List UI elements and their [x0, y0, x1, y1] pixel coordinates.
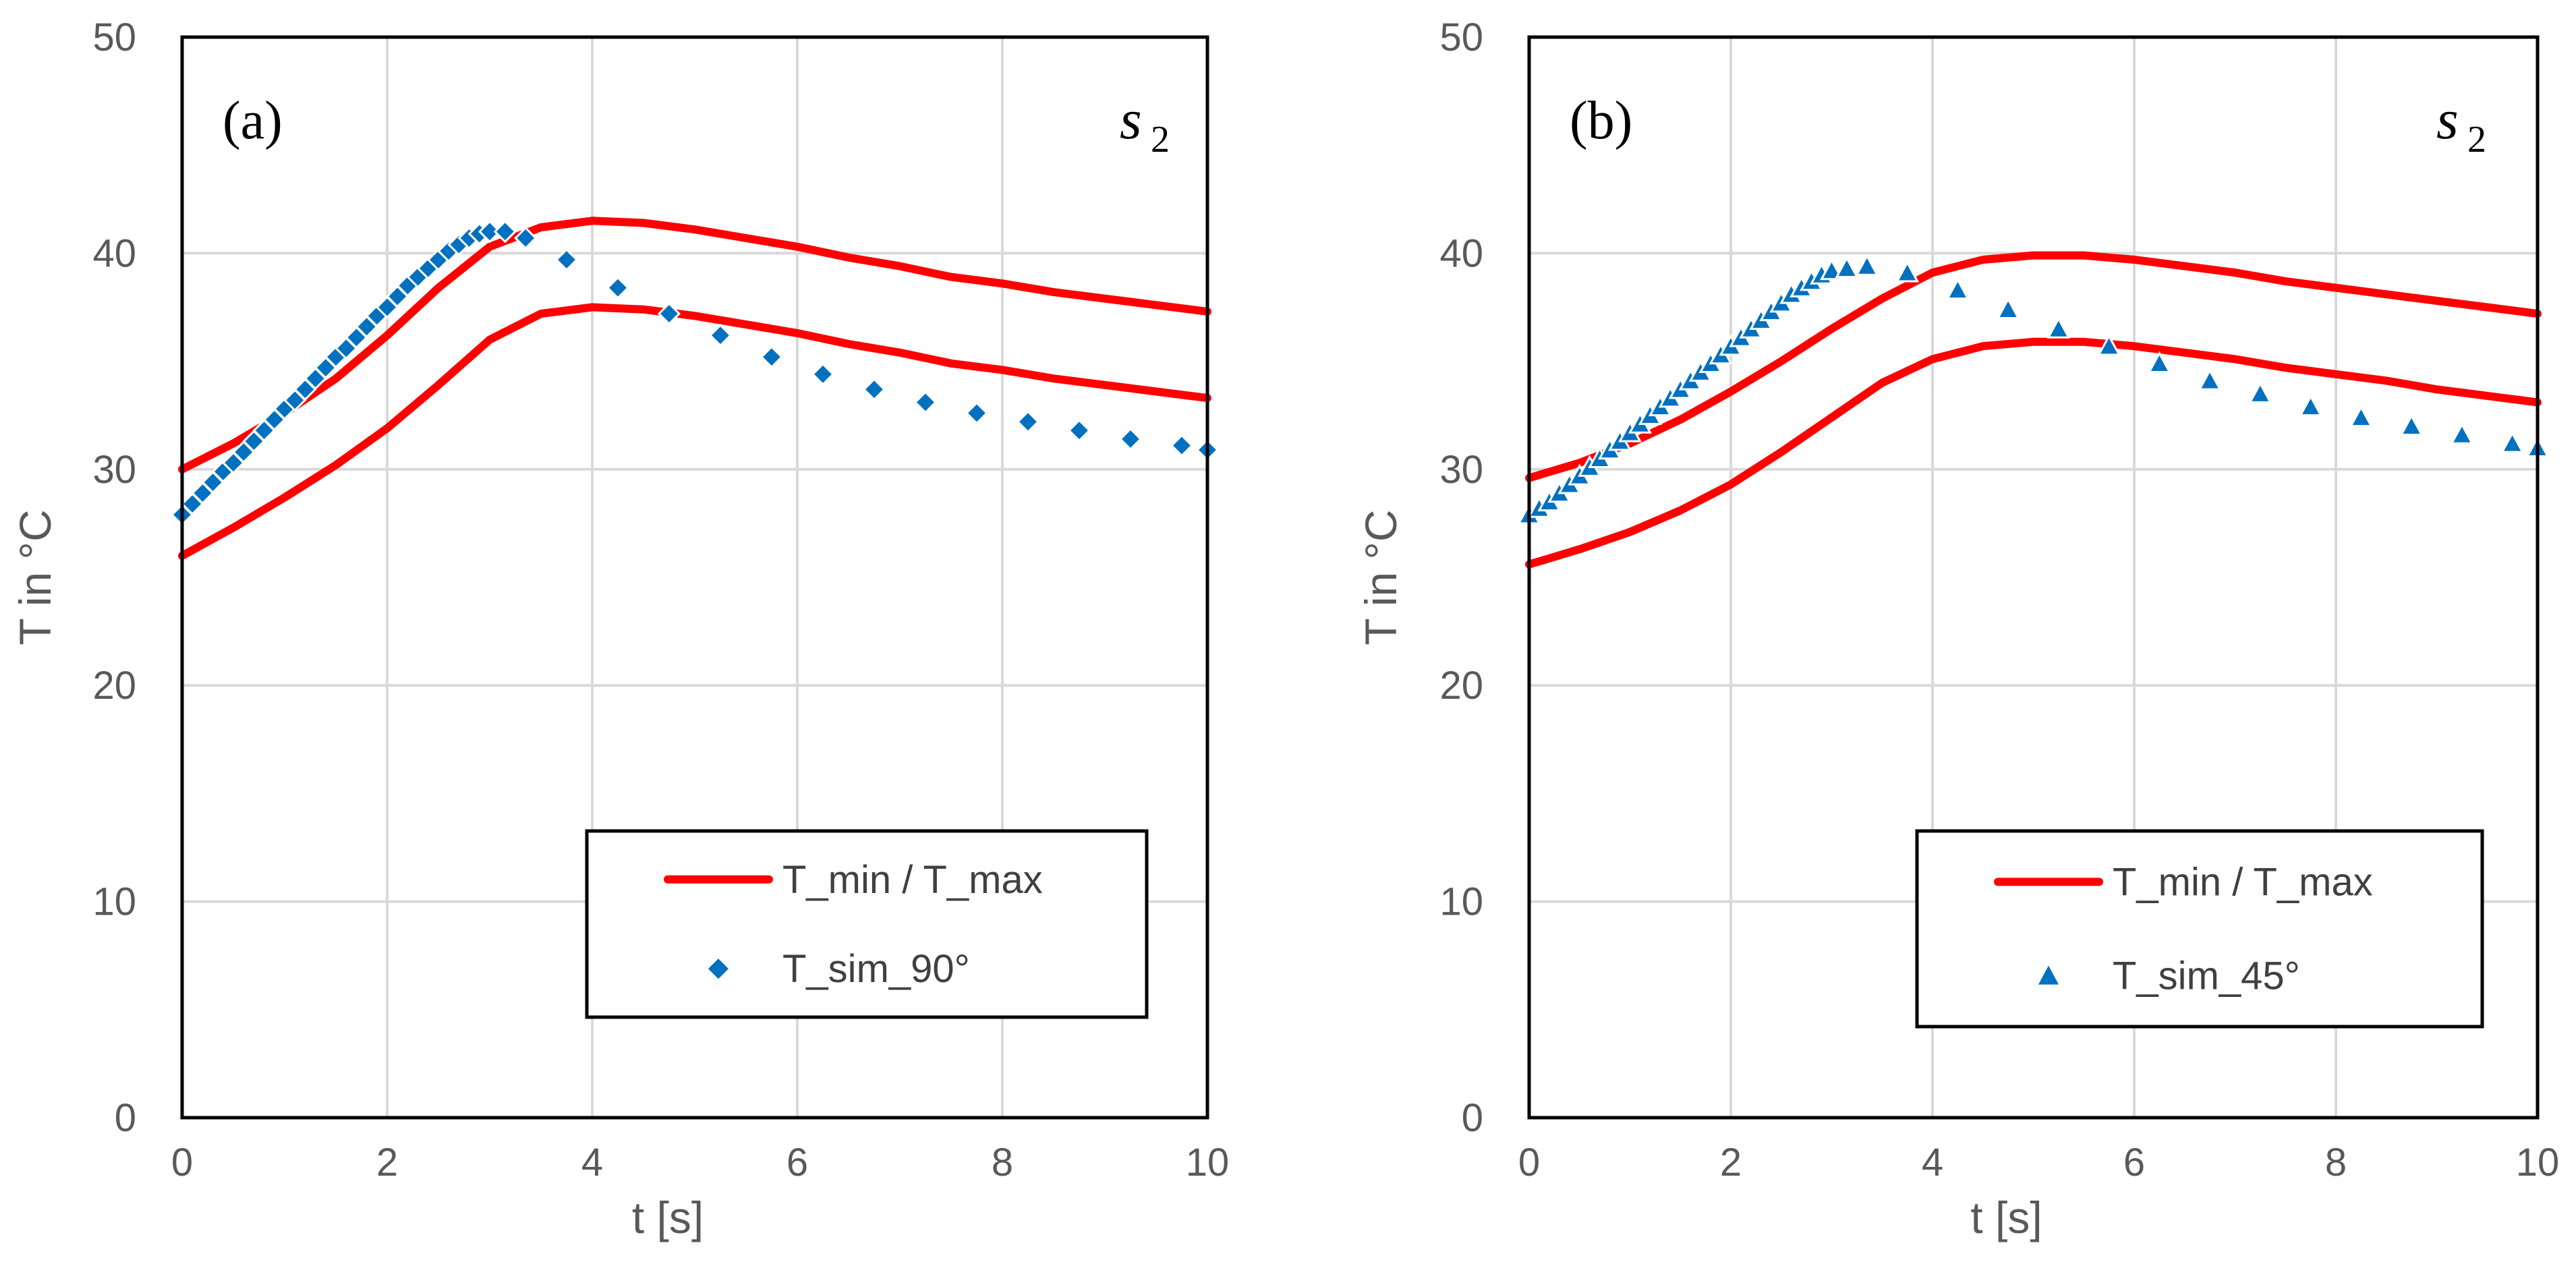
sim-point [708, 324, 733, 347]
x-tick-label: 6 [2123, 1141, 2145, 1184]
sim-point [965, 401, 989, 425]
sim-point [913, 391, 938, 414]
sim-point [1170, 434, 1194, 457]
y-tick-label: 30 [1439, 448, 1483, 492]
sim-point [478, 220, 502, 243]
sim-point [1067, 419, 1091, 442]
y-tick-label: 20 [1439, 664, 1483, 708]
sim-point [657, 302, 681, 326]
x-tick-label: 10 [2516, 1141, 2560, 1184]
x-tick-label: 10 [1186, 1141, 1230, 1184]
sim-point [2147, 351, 2171, 374]
sim-point [514, 226, 538, 250]
y-tick-label: 30 [92, 448, 136, 492]
plot-frame [1527, 35, 2540, 1120]
sim-point [2399, 413, 2424, 436]
legend-marker-swatch [708, 958, 728, 979]
y-tick-label: 0 [1462, 1096, 1483, 1140]
y-axis-title: T in °C [10, 509, 60, 645]
sim-point [493, 220, 517, 243]
sim-point [606, 276, 630, 299]
sim-point [1855, 254, 1879, 276]
y-tick-label: 10 [92, 880, 136, 924]
x-tick-label: 0 [1518, 1141, 1540, 1184]
y-axis-title: T in °C [1356, 509, 1406, 645]
sim-point [760, 345, 784, 369]
sim-point [1945, 277, 1970, 300]
series-label-subscript: 2 [2467, 119, 2486, 161]
y-tick-label: 40 [1439, 231, 1483, 275]
sim-point [1996, 297, 2020, 319]
sim-point [2047, 316, 2071, 339]
x-tick-label: 4 [1922, 1141, 1943, 1184]
x-tick-label: 6 [786, 1141, 808, 1184]
series-label: s [1120, 88, 1142, 151]
legend-label-sim: T_sim_45° [2113, 954, 2300, 998]
sim-point [1819, 258, 1844, 281]
sim-point [1118, 427, 1143, 451]
y-tick-label: 50 [1439, 16, 1483, 59]
x-tick-label: 8 [992, 1141, 1013, 1184]
sim-point [554, 248, 579, 272]
series-label: s [2436, 88, 2459, 151]
series-line-t-min [178, 303, 1211, 560]
sim-point [2198, 368, 2222, 391]
sim-point [2299, 394, 2323, 417]
sim-point [862, 378, 886, 401]
x-tick-label: 4 [581, 1141, 603, 1184]
x-axis-title: t [s] [1970, 1193, 2042, 1242]
sim-point [2349, 405, 2373, 428]
y-tick-label: 0 [115, 1096, 136, 1140]
panel-label: (b) [1570, 91, 1632, 150]
sim-point [2500, 431, 2525, 453]
x-tick-label: 8 [2325, 1141, 2347, 1184]
series-line-t-max [178, 217, 1211, 474]
x-tick-label: 2 [376, 1141, 398, 1184]
sim-point [1835, 256, 1859, 279]
plot-frame [180, 35, 1209, 1120]
sim-point [2248, 381, 2272, 403]
x-tick-label: 0 [171, 1141, 193, 1184]
y-tick-label: 50 [92, 16, 136, 59]
sim-point [1895, 260, 1920, 283]
sim-point [2097, 334, 2121, 356]
legend-box [1915, 829, 2484, 1029]
legend-label-tmin-tmax: T_min / T_max [2113, 860, 2373, 904]
legend-marker-swatch [2038, 965, 2059, 985]
x-axis-title: t [s] [632, 1193, 704, 1242]
sim-point [811, 362, 835, 386]
y-tick-label: 40 [92, 231, 136, 275]
x-tick-label: 2 [1720, 1141, 1742, 1184]
sim-point [2450, 422, 2474, 444]
panel-label: (a) [223, 91, 283, 150]
series-label-subscript: 2 [1151, 119, 1170, 161]
y-tick-label: 20 [92, 664, 136, 708]
series-line-t-min [1525, 337, 2542, 569]
legend-label-tmin-tmax: T_min / T_max [782, 858, 1043, 902]
legend-label-sim: T_sim_90° [782, 947, 970, 991]
sim-point [1016, 410, 1040, 434]
series-line-t-max [1525, 251, 2542, 482]
y-tick-label: 10 [1439, 880, 1483, 924]
legend-box [585, 829, 1149, 1019]
